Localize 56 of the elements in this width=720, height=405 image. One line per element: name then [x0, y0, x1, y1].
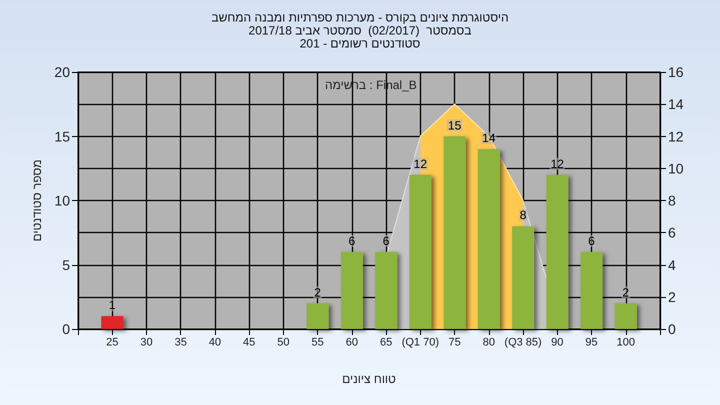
data-label: 8: [520, 208, 527, 222]
x-tick-label: 45: [243, 336, 256, 348]
x-tick-label: 30: [140, 336, 153, 348]
data-label: 14: [482, 131, 496, 146]
y2-tick-label: 12: [668, 128, 684, 144]
x-tick-label: 40: [208, 336, 222, 348]
y-tick-label: 10: [54, 192, 70, 208]
x-tick-label: 60: [346, 336, 358, 348]
x-tick-label: 50: [277, 336, 290, 348]
y-axis-title: מספר סטודנטים: [30, 159, 44, 242]
data-label: 2: [314, 285, 322, 300]
x-tick-label: 100: [616, 336, 635, 348]
x-tick-label: 95: [585, 336, 598, 348]
x-tick-label: 55: [312, 336, 324, 348]
x-tick-label: 90: [551, 336, 564, 348]
chart-subtitle: בסמסטר (02/2017) סמסטר אביב 2017/18 סטודנטים רשומים - 201: [248, 24, 472, 50]
y-tick-label: 20: [54, 64, 70, 80]
data-label: 6: [588, 234, 596, 248]
y2-tick-label: 8: [668, 192, 676, 208]
data-label: 2: [622, 285, 630, 300]
data-label: 1: [108, 298, 116, 312]
chart-title: היסטוגרמת ציונים בקורס - מערכות ספרתיות ומבנה המחשב: [211, 10, 509, 24]
x-tick-label: (Q1 70): [402, 336, 439, 348]
y-tick-label: 5: [62, 256, 70, 273]
data-label: 15: [448, 118, 462, 132]
y2-tick-label: 10: [668, 160, 684, 176]
x-tick-label: 65: [380, 336, 392, 348]
y2-tick-label: 14: [668, 96, 684, 112]
bar: [340, 252, 363, 329]
bar: [580, 252, 603, 329]
data-label: 12: [414, 156, 428, 171]
x-tick-label: 35: [174, 336, 187, 348]
bar: [444, 136, 466, 329]
bar: [512, 226, 534, 329]
y2-tick-label: 16: [668, 64, 684, 80]
bar: [375, 252, 398, 329]
x-axis-title: טווח ציונים: [342, 372, 396, 386]
y-tick-label: 15: [54, 128, 70, 144]
y2-tick-label: 0: [668, 321, 676, 337]
y2-tick-label: 4: [668, 256, 676, 273]
y2-tick-label: 2: [668, 288, 676, 305]
bar: [546, 174, 568, 329]
bar: [101, 316, 124, 329]
x-tick-label: 75: [448, 336, 461, 348]
bar: [306, 303, 329, 329]
y2-tick-label: 6: [668, 224, 676, 241]
data-label: 6: [382, 234, 390, 248]
data-label: 12: [550, 156, 564, 171]
bar: [478, 149, 500, 329]
x-tick-label: 25: [106, 336, 118, 348]
y-tick-label: 0: [62, 321, 70, 337]
bar: [409, 174, 432, 329]
x-tick-label: (Q3 85): [504, 336, 542, 348]
data-label: 6: [348, 234, 356, 248]
bar: [614, 303, 637, 329]
x-tick-label: 80: [482, 336, 495, 348]
